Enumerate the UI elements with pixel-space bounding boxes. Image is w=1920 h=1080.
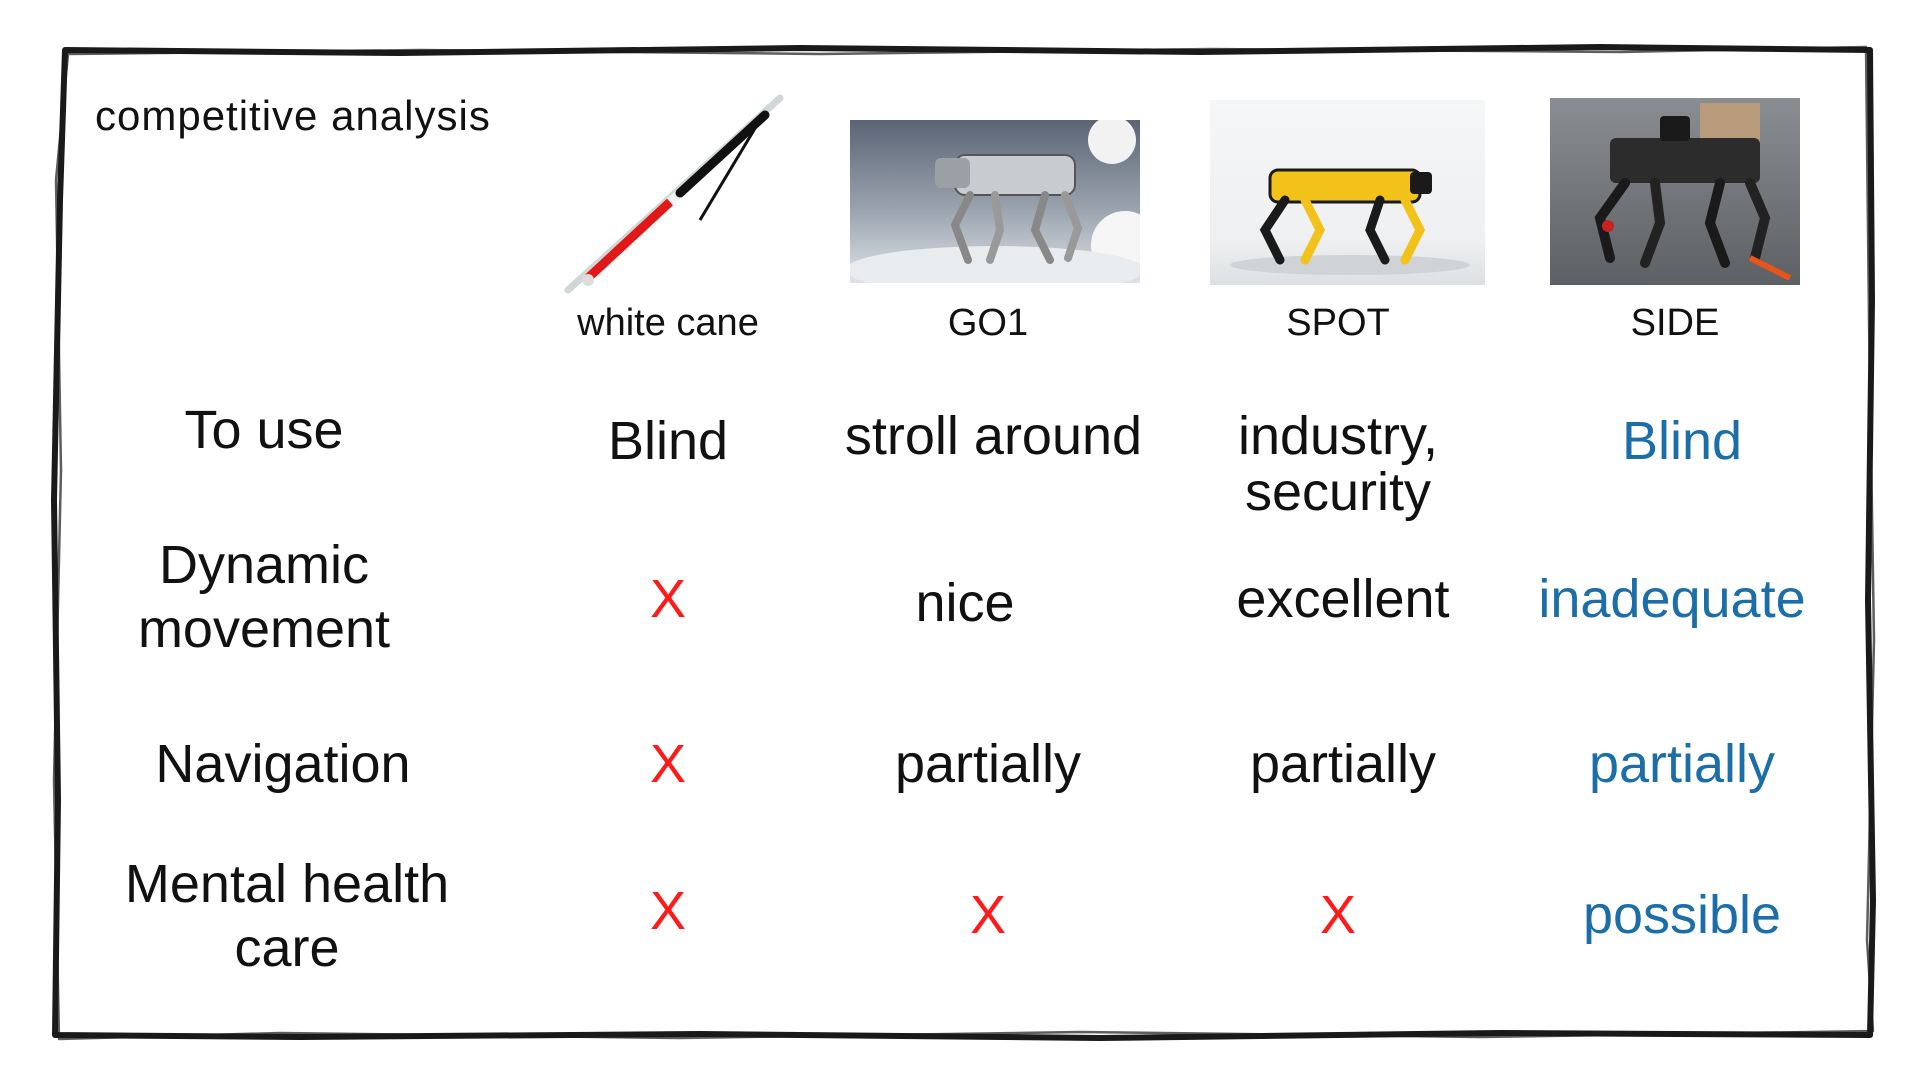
cell-to-use-side: Blind <box>1621 411 1743 471</box>
cell-to-use-white-cane: Blind <box>607 411 729 471</box>
row-label-dynamic-movement-text: Dynamic movement <box>137 535 391 659</box>
cell-navigation-side: partially <box>1588 734 1776 794</box>
cell-mental-health-white-cane: X <box>649 881 687 941</box>
side-prototype-robot-photo <box>1550 98 1800 285</box>
row-label-mental-health-care: Mental health care <box>87 852 487 980</box>
white-cane-photo <box>560 90 790 295</box>
cell-to-use-spot: industry, security <box>1237 406 1439 522</box>
row-label-mental-health-care-text: Mental health care <box>124 854 450 978</box>
cell-mental-health-spot: X <box>1319 885 1357 945</box>
cell-dynamic-go1: nice <box>915 573 1015 633</box>
row-label-to-use: To use <box>184 400 344 460</box>
product-name-go1: GO1 <box>947 302 1029 344</box>
go1-robot-dog-photo <box>850 120 1140 283</box>
cell-dynamic-spot: excellent <box>1236 569 1450 629</box>
row-label-navigation: Navigation <box>155 734 411 794</box>
cell-dynamic-side: inadequate <box>1538 569 1806 629</box>
cell-mental-health-side: possible <box>1582 885 1782 945</box>
product-name-side: SIDE <box>1630 302 1720 344</box>
cell-dynamic-white-cane: X <box>649 569 687 629</box>
row-label-dynamic-movement: Dynamic movement <box>64 533 464 661</box>
cell-navigation-go1: partially <box>894 734 1082 794</box>
product-name-spot: SPOT <box>1286 302 1390 344</box>
cell-navigation-spot: partially <box>1249 734 1437 794</box>
cell-mental-health-go1: X <box>969 885 1007 945</box>
cell-navigation-white-cane: X <box>649 734 687 794</box>
cell-to-use-go1: stroll around <box>844 406 1143 466</box>
product-name-white-cane: white cane <box>577 302 759 344</box>
slide-title: competitive analysis <box>95 92 491 139</box>
spot-robot-dog-photo <box>1210 100 1485 285</box>
